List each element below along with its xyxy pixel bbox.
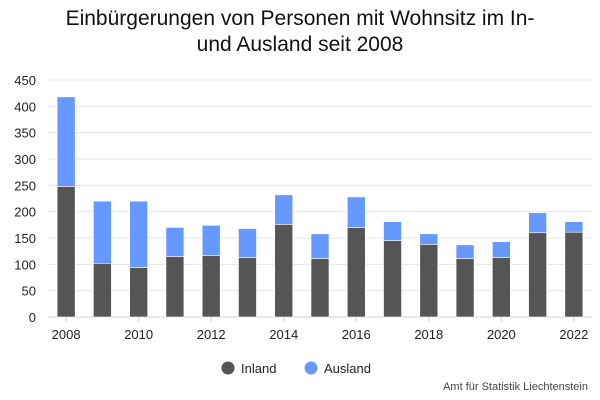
bar-inland-2018 (419, 244, 439, 318)
bar-ausland-2015 (310, 233, 330, 259)
y-tick-label-200: 200 (14, 205, 36, 220)
x-tick-label-2016: 2016 (342, 327, 371, 342)
bar-ausland-2008 (56, 96, 76, 187)
legend-marker-inland (221, 361, 235, 375)
bar-inland-2011 (165, 256, 185, 318)
y-tick-label-250: 250 (14, 178, 36, 193)
x-axis: 2008 2010 2012 2014 2016 2018 2020 2022 (52, 317, 588, 342)
bar-inland-2020 (492, 257, 511, 318)
x-tick-label-2020: 2020 (487, 327, 516, 342)
x-tick-label-2018: 2018 (414, 327, 443, 342)
bar-ausland-2020 (492, 241, 511, 258)
y-axis: 0 50 100 150 200 250 300 350 400 450 (14, 73, 36, 325)
legend-marker-ausland (304, 361, 318, 375)
bar-ausland-2017 (383, 221, 402, 241)
bar-ausland-2012 (201, 225, 221, 256)
bar-inland-2009 (93, 262, 112, 318)
bar-inland-2008 (56, 186, 76, 318)
y-tick-label-150: 150 (14, 231, 36, 246)
bar-inland-2022 (564, 231, 584, 318)
chart-title-line-1: Einbürgerungen von Personen mit Wohnsitz… (65, 7, 535, 30)
bars (56, 96, 584, 318)
legend-label-ausland: Ausland (324, 361, 371, 376)
x-tick-label-2012: 2012 (197, 327, 226, 342)
bar-inland-2019 (455, 258, 475, 318)
legend: Inland Ausland (221, 361, 371, 376)
x-tick-label-2014: 2014 (269, 327, 298, 342)
y-tick-label-350: 350 (14, 126, 36, 141)
bar-inland-2010 (129, 267, 148, 318)
bar-ausland-2010 (129, 200, 148, 268)
bar-ausland-2021 (528, 212, 547, 234)
bar-ausland-2022 (564, 221, 584, 233)
y-tick-label-0: 0 (29, 310, 36, 325)
y-tick-label-300: 300 (14, 152, 36, 167)
bar-inland-2013 (238, 257, 257, 318)
x-tick-label-2008: 2008 (52, 327, 81, 342)
bar-inland-2014 (274, 224, 294, 318)
bar-inland-2017 (383, 240, 402, 318)
y-tick-label-50: 50 (22, 284, 36, 299)
y-tick-label-450: 450 (14, 73, 36, 88)
chart-title: Einbürgerungen von Personen mit Wohnsitz… (0, 6, 600, 58)
bar-ausland-2016 (346, 196, 366, 228)
bar-inland-2015 (310, 258, 330, 318)
bar-ausland-2011 (165, 227, 185, 257)
y-tick-label-400: 400 (14, 99, 36, 114)
bar-inland-2021 (528, 232, 547, 318)
legend-label-inland: Inland (241, 361, 276, 376)
bar-ausland-2009 (93, 200, 112, 264)
chart-title-line-2: und Ausland seit 2008 (196, 33, 404, 56)
bar-inland-2012 (201, 255, 221, 318)
bar-ausland-2018 (419, 233, 439, 245)
y-tick-label-100: 100 (14, 257, 36, 272)
x-tick-label-2022: 2022 (559, 327, 588, 342)
source-credit: Amt für Statistik Liechtenstein (443, 381, 588, 393)
x-tick-label-2010: 2010 (124, 327, 153, 342)
bar-inland-2016 (346, 227, 366, 318)
bar-ausland-2014 (274, 194, 294, 225)
bar-ausland-2013 (238, 228, 257, 258)
bar-ausland-2019 (455, 244, 475, 259)
